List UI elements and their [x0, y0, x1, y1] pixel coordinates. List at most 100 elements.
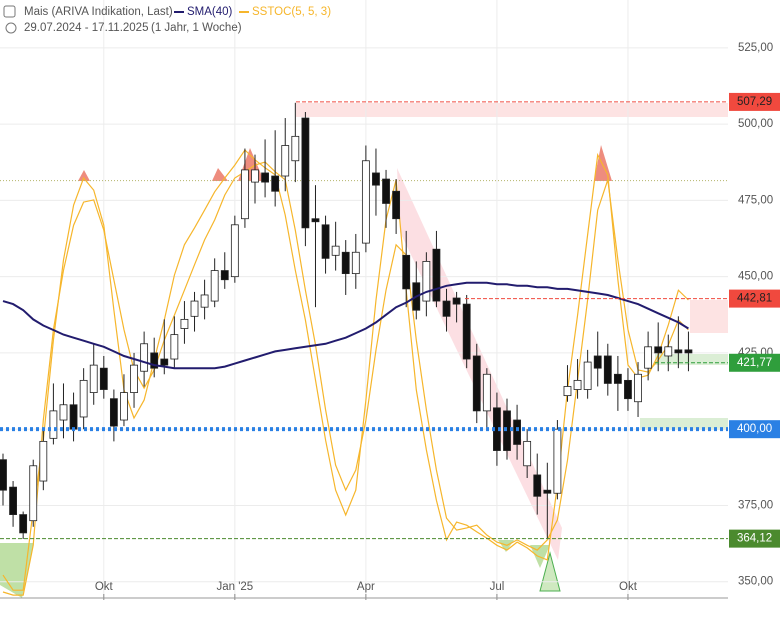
candle-body: [583, 361, 592, 390]
plot: 507,29 442,81 421,77 400,00 364,12: [0, 92, 780, 596]
candle-body: [341, 251, 350, 275]
grid: 350,00375,00400,00425,00450,00475,00500,…: [0, 0, 773, 600]
clock-icon: [5, 22, 17, 34]
support-zone: [655, 354, 728, 365]
candle-body: [402, 254, 411, 290]
resistance-zone: [296, 103, 728, 117]
interval: (1 Jahr, 1 Woche): [151, 22, 242, 34]
candle-body: [654, 346, 663, 354]
candle-body: [311, 218, 320, 223]
period: 29.07.2024 - 17.11.2025: [24, 22, 148, 34]
candle-body: [553, 428, 562, 494]
candle-body: [200, 294, 209, 308]
candle-body: [271, 175, 280, 192]
level-label-box: [729, 420, 780, 439]
y-tick-label: 375,00: [738, 499, 773, 511]
candle-body: [372, 172, 380, 186]
candle-body: [644, 346, 653, 369]
candle-body: [361, 160, 370, 244]
candle-body: [573, 379, 582, 390]
candle-body: [241, 169, 249, 220]
overbought-area: [594, 145, 612, 181]
overbought-area: [212, 168, 228, 181]
candle-body: [79, 379, 88, 418]
candle-body: [109, 398, 118, 427]
candle-body: [482, 373, 491, 412]
level-label: 400,00: [737, 423, 772, 435]
level-label-box: [729, 289, 780, 308]
candle-body: [160, 358, 169, 366]
candle-body: [422, 261, 431, 302]
candle-body: [130, 364, 138, 393]
y-tick-label: 500,00: [738, 118, 773, 130]
candle-body: [543, 489, 552, 494]
candle-body: [684, 349, 693, 354]
candle-body: [89, 364, 98, 393]
sstoc-line: [2, 149, 689, 591]
icon: [3, 5, 16, 18]
x-tick-label: Jul: [490, 581, 505, 593]
candle-body: [321, 224, 330, 259]
candle-body: [291, 135, 300, 162]
candle-body: [523, 440, 532, 467]
level-label: 507,29: [737, 96, 772, 108]
candle-body: [29, 465, 38, 522]
candle-body: [99, 367, 108, 390]
candle-body: [19, 514, 28, 534]
candle-body: [624, 379, 632, 400]
candle-body: [533, 474, 542, 497]
candle-body: [442, 300, 451, 317]
candle-body: [513, 419, 521, 445]
candle-body: [210, 270, 219, 302]
candle-body: [0, 459, 7, 491]
resistance-zone: [690, 300, 728, 333]
sstoc-signal-line: [2, 161, 689, 596]
candle-body: [170, 334, 179, 360]
level-label-box: [729, 529, 780, 548]
candle-body: [150, 352, 159, 369]
candle-body: [180, 318, 189, 329]
candle-body: [140, 343, 149, 372]
candle-body: [230, 224, 239, 278]
candle-body: [281, 145, 290, 177]
x-tick-label: Jan '25: [216, 581, 253, 593]
level-label: 364,12: [737, 533, 772, 545]
oversold-area: [498, 540, 514, 552]
x-tick-label: Okt: [95, 581, 114, 593]
legend-sma: SMA(40): [187, 6, 233, 18]
level-label: 421,77: [737, 357, 772, 369]
title: Mais (ARIVA Indikation, Last): [24, 6, 173, 18]
candle-body: [432, 248, 441, 302]
candle-body: [382, 178, 390, 204]
candle-body: [462, 303, 471, 360]
legend-sstoc: SSTOC(5, 5, 3): [252, 6, 331, 18]
overbought-area: [78, 170, 90, 181]
candle-body: [220, 270, 229, 281]
candle-body: [351, 251, 360, 275]
candle-body: [452, 297, 461, 305]
candle-body: [603, 355, 612, 384]
candle-body: [190, 300, 199, 317]
candle-body: [49, 410, 58, 439]
candle-body: [331, 245, 340, 256]
candle-body: [392, 190, 401, 220]
x-tick-label: Apr: [357, 581, 375, 593]
candle-body: [251, 169, 259, 183]
y-tick-label: 450,00: [738, 271, 773, 283]
y-tick-label: 525,00: [738, 42, 773, 54]
support-zone: [640, 418, 728, 430]
candle-body: [120, 392, 128, 421]
candle-body: [59, 404, 68, 421]
candle-body: [39, 440, 48, 482]
candle-body: [9, 486, 17, 515]
level-label-box: [729, 92, 780, 111]
candle-body: [593, 355, 602, 369]
candle-body: [613, 373, 622, 384]
level-label: 442,81: [737, 293, 772, 305]
candle-body: [472, 355, 481, 412]
level-label-box: [729, 353, 780, 372]
candle-body: [664, 346, 673, 357]
x-tick-label: Okt: [619, 581, 638, 593]
candle-body: [261, 172, 269, 183]
